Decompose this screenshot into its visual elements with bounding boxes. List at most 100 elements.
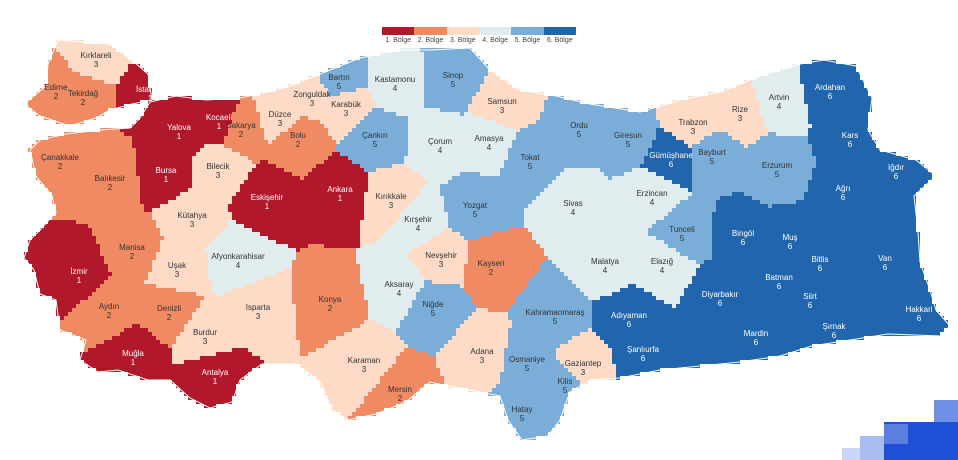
legend-swatch xyxy=(543,27,576,35)
province-label-name: Bayburt xyxy=(698,148,726,157)
legend-label: 5. Bölge xyxy=(514,37,541,44)
province-Yalova xyxy=(132,96,204,156)
province-label-region: 3 xyxy=(480,356,485,365)
province-label-region: 4 xyxy=(660,266,665,275)
province-label-name: Kütahya xyxy=(177,211,207,220)
legend-item-region-6: 6. Bölge xyxy=(543,27,576,44)
province-İstanbul xyxy=(116,64,180,136)
province-Karaman xyxy=(300,320,408,420)
province-Afyonkarahisar xyxy=(204,220,296,296)
province-label-name: Karabük xyxy=(331,100,362,109)
province-Hatay xyxy=(488,384,560,440)
province-label-name: Şırnak xyxy=(822,322,846,331)
province-label-region: 2 xyxy=(239,130,244,139)
province-label-name: Sinop xyxy=(443,71,464,80)
province-label-region: 3 xyxy=(691,127,696,136)
province-Mardin xyxy=(700,304,796,364)
province-label-region: 3 xyxy=(389,201,394,210)
province-label-region: 1 xyxy=(265,202,270,211)
legend-item-region-3: 3. Bölge xyxy=(446,27,479,44)
province-label-region: 4 xyxy=(777,102,782,111)
province-label-region: 1 xyxy=(131,358,136,367)
province-label-region: 4 xyxy=(397,289,402,298)
legend-swatch xyxy=(382,27,415,35)
province-label-region: 6 xyxy=(808,301,813,310)
province-Rize xyxy=(708,80,768,148)
province-Diyarbakır xyxy=(676,260,752,348)
province-Erzurum xyxy=(740,132,816,208)
province-Kırklareli xyxy=(56,40,132,84)
province-label-name: Siirt xyxy=(803,292,818,301)
province-Gaziantep xyxy=(556,328,616,384)
province-shapes xyxy=(24,40,948,440)
province-Kayseri xyxy=(464,228,548,312)
province-Bitlis xyxy=(796,224,852,288)
province-label-name: Elazığ xyxy=(651,257,673,266)
province-label-region: 2 xyxy=(167,313,172,322)
province-label-name: Kahramanmaraş xyxy=(525,308,584,317)
province-Kars xyxy=(808,100,876,168)
province-label-region: 2 xyxy=(107,311,112,320)
province-label-name: Bursa xyxy=(156,166,177,175)
province-Bingöl xyxy=(712,192,768,272)
legend-swatch xyxy=(446,27,479,35)
province-label-name: Trabzon xyxy=(678,118,707,127)
province-label-region: 6 xyxy=(828,92,833,101)
province-label-region: 6 xyxy=(641,354,646,363)
province-label-name: Tokat xyxy=(520,153,540,162)
province-label-name: Batman xyxy=(765,273,793,282)
province-label-name: Iğdır xyxy=(888,163,904,172)
province-label-region: 6 xyxy=(788,242,793,251)
province-label-region: 1 xyxy=(177,132,182,141)
province-label-region: 3 xyxy=(190,220,195,229)
province-label-name: Manisa xyxy=(119,243,145,252)
province-Van xyxy=(852,216,924,304)
province-Ağrı xyxy=(804,160,884,232)
province-label-name: İzmir xyxy=(70,267,88,276)
province-Siirt xyxy=(780,276,852,332)
province-label-name: Karaman xyxy=(348,356,380,365)
province-label-name: Bilecik xyxy=(206,162,230,171)
province-label-region: 5 xyxy=(373,140,378,149)
province-label-region: 1 xyxy=(213,377,218,386)
province-label-region: 3 xyxy=(439,260,444,269)
legend-swatch xyxy=(414,27,447,35)
province-label-name: Rize xyxy=(732,105,749,114)
province-label-region: 5 xyxy=(710,157,715,166)
province-label-name: Amasya xyxy=(475,134,504,143)
province-label-region: 4 xyxy=(438,146,443,155)
province-label-name: Sivas xyxy=(563,199,583,208)
province-Kütahya xyxy=(152,188,232,248)
province-Konya xyxy=(292,244,368,356)
deco-block xyxy=(842,448,860,460)
corner-decoration xyxy=(838,398,958,460)
province-Bursa xyxy=(132,140,192,212)
province-label-name: Edirne xyxy=(44,83,68,92)
province-label-region: 5 xyxy=(473,210,478,219)
province-label-region: 5 xyxy=(451,80,456,89)
province-Muş xyxy=(764,200,824,264)
province-label-name: Nevşehir xyxy=(425,251,457,260)
province-Adıyaman xyxy=(592,284,676,344)
province-Hakkari xyxy=(872,272,948,336)
province-label-name: Kilis xyxy=(558,377,573,386)
province-Amasya xyxy=(464,112,516,176)
province-label-region: 4 xyxy=(416,224,421,233)
thrace-outline xyxy=(23,39,153,127)
province-Denizli xyxy=(140,284,204,348)
province-label-region: 5 xyxy=(337,82,342,91)
legend-label: 3. Bölge xyxy=(449,37,476,44)
province-label-region: 6 xyxy=(883,263,888,272)
province-label-region: 2 xyxy=(54,92,59,101)
province-Tunceli xyxy=(648,192,716,264)
province-label-name: Bitlis xyxy=(812,255,829,264)
province-label-region: 3 xyxy=(362,365,367,374)
legend-item-region-1: 1. Bölge xyxy=(382,27,415,44)
province-label-name: Kırklareli xyxy=(80,51,111,60)
legend-swatch xyxy=(511,27,544,35)
province-label-region: 3 xyxy=(278,119,283,128)
province-Ordu xyxy=(540,96,608,168)
province-Artvin xyxy=(752,64,812,136)
province-label-name: Muş xyxy=(782,233,797,242)
